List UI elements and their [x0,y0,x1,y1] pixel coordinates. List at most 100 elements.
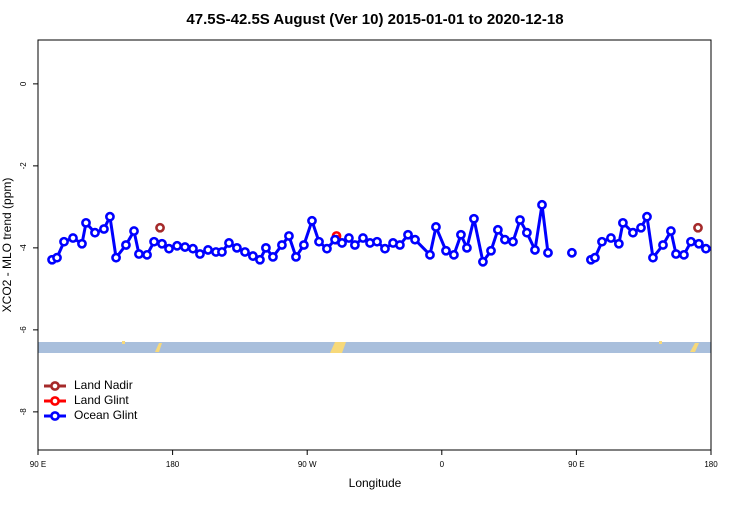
data-point [395,240,405,250]
data-point [68,233,78,243]
data-point [567,247,577,258]
data-point [701,243,711,254]
data-point [543,247,553,258]
data-point [686,236,696,247]
data-point [217,247,227,257]
data-point [105,211,115,222]
data-point [155,222,165,233]
data-point [291,251,301,262]
data-point [134,249,144,259]
plot-frame [37,39,712,451]
data-point [521,227,532,238]
data-point [425,249,435,260]
data-point [248,251,258,261]
land-patch [155,343,162,352]
data-point [492,224,503,235]
data-point [322,243,332,254]
data-point [232,242,242,253]
data-point [284,231,294,241]
data-point [164,243,174,254]
data-point [255,254,265,265]
land-strip [38,341,711,353]
data-point [693,238,704,249]
data-point [188,243,198,254]
legend-marker [50,381,60,391]
data-point [508,236,518,247]
data-point [268,251,278,262]
data-point [240,247,250,257]
data-point [462,242,472,253]
legend-label: Land Nadir [74,378,133,392]
land-patch [330,342,346,353]
y-tick-label: 0 [19,81,28,86]
x-tick-label: 0 [440,460,445,469]
land-patch [690,343,699,352]
y-tick-label: -8 [19,408,28,416]
x-tick-label: 90 E [30,460,46,469]
data-point [157,238,167,249]
data-point [142,249,152,260]
x-tick-label: 90 E [568,460,584,469]
chart-title: 47.5S-42.5S August (Ver 10) 2015-01-01 t… [186,11,563,28]
data-point [478,256,488,267]
data-point [456,229,466,240]
y-tick-label: -2 [19,162,28,170]
data-point [618,217,628,228]
data-point [597,236,607,247]
data-point [81,217,91,228]
land-patch [659,341,662,344]
data-point [203,245,213,255]
x-tick-label: 90 W [298,460,317,469]
data-point [431,222,441,232]
data-point [337,238,347,248]
data-point [648,252,658,263]
x-tick-label: 180 [166,460,180,469]
data-point [515,215,525,225]
data-point [449,249,459,260]
data-point [344,233,354,243]
data-point [121,240,131,250]
legend-marker [50,396,60,406]
data-point [77,238,87,249]
x-axis-label: Longitude [349,476,402,490]
data-point [299,240,309,250]
legend-label: Ocean Glint [74,408,138,422]
land-patch [122,341,125,344]
data-point [172,240,182,251]
data-point [590,252,600,263]
data-point [679,249,689,260]
data-point [372,236,382,247]
data-point [314,236,324,247]
data-point [606,233,616,243]
data-point [307,215,317,226]
data-point [52,252,62,263]
y-axis-label: XCO2 - MLO trend (ppm) [0,178,14,313]
data-point [613,238,624,249]
data-point [486,245,496,256]
data-point [380,243,390,254]
data-point [90,227,100,238]
data-point [195,249,205,259]
data-point [469,213,479,224]
ocean-band [38,342,711,353]
data-point [693,222,703,233]
data-point [224,238,234,248]
data-point [530,245,540,255]
data-point [403,229,413,240]
data-point [671,249,681,259]
data-point [410,234,420,245]
data-point [99,224,109,234]
data-point [277,240,287,250]
data-point [350,240,360,250]
data-point [441,245,451,256]
y-tick-label: -6 [19,326,28,334]
data-point [129,226,139,236]
data-point [180,242,190,252]
y-tick-label: -4 [19,244,28,252]
data-point [358,233,368,243]
data-point [658,240,668,250]
legend-label: Land Glint [74,393,129,407]
